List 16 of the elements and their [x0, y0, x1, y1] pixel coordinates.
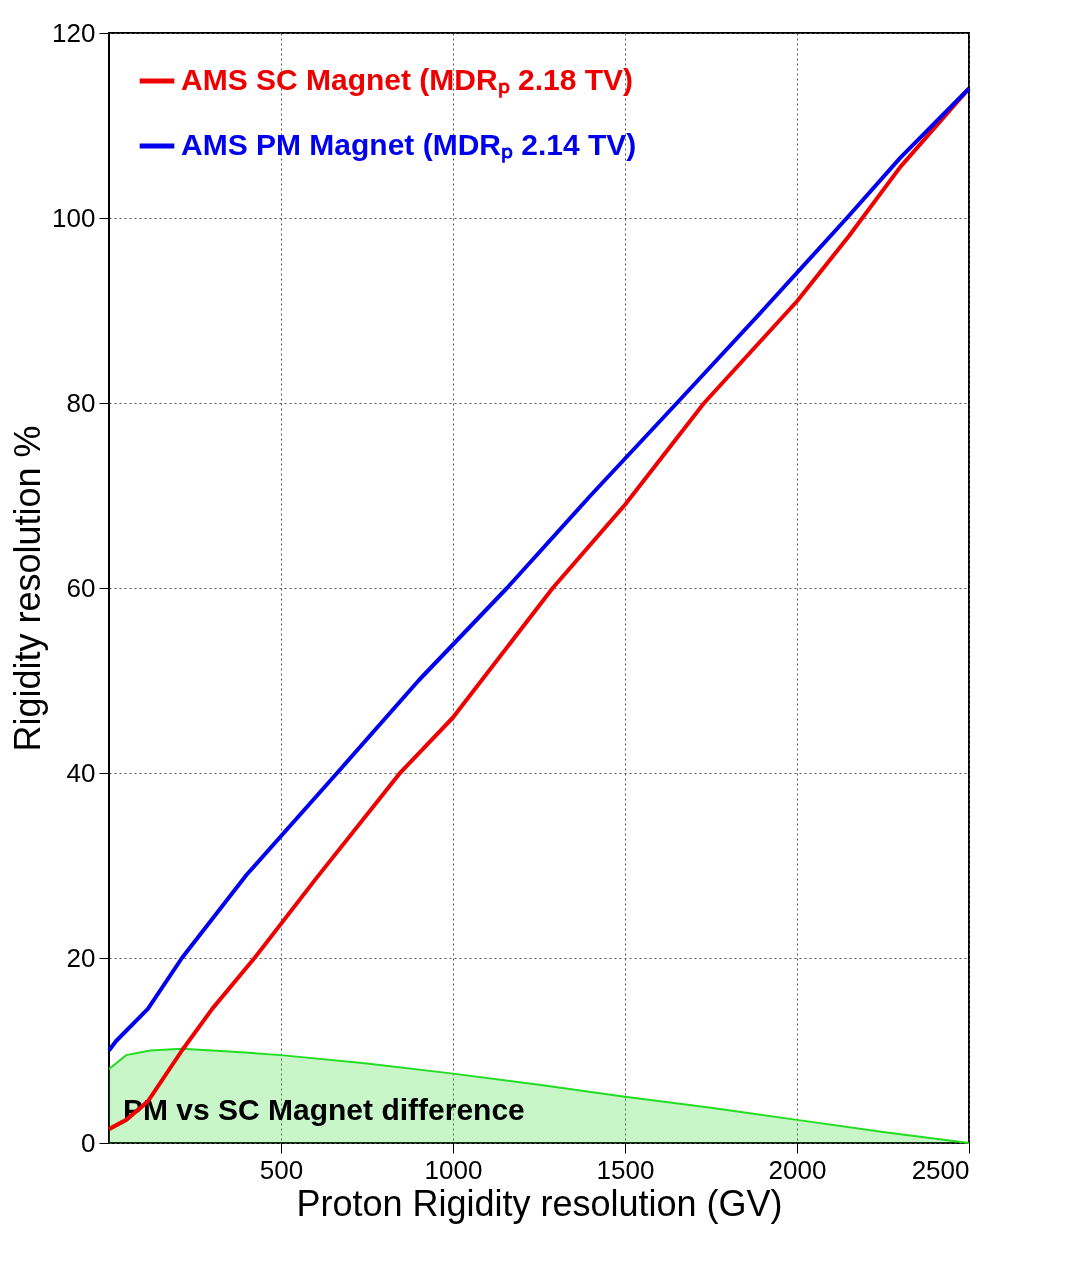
x-tick-label: 1000: [424, 1154, 483, 1185]
y-tick-label: 60: [66, 572, 96, 603]
x-tick-label: 1500: [596, 1154, 655, 1185]
legend-label: AMS SC Magnet (MDRₚ 2.18 TV): [181, 63, 634, 98]
y-tick-label: 100: [52, 202, 96, 233]
y-axis-title: Rigidity resolution %: [7, 425, 49, 752]
y-tick-label: 20: [66, 942, 96, 973]
x-tick-label: 2000: [768, 1154, 827, 1185]
y-tick-label: 80: [66, 387, 96, 418]
x-tick-label: 500: [259, 1154, 304, 1185]
y-tick-label: 120: [52, 17, 96, 48]
x-axis-title: Proton Rigidity resolution (GV): [296, 1182, 783, 1224]
y-tick-label: 40: [66, 757, 96, 788]
x-tick-label: 2500: [911, 1154, 970, 1185]
y-tick-label: 0: [81, 1127, 96, 1158]
legend-label: AMS PM Magnet (MDRₚ 2.14 TV): [181, 128, 637, 163]
